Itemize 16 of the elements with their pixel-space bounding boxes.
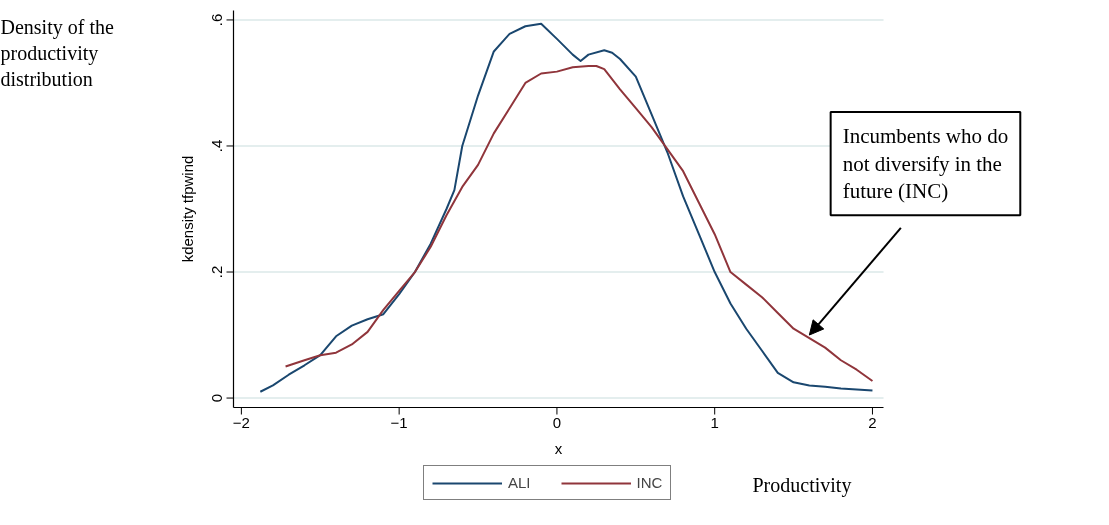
y-tick-label: .6 [207,13,225,27]
y-axis-title: kdensity tfpwind [178,155,196,263]
y-tick-label: .4 [207,139,225,153]
y-tick-label: 0 [207,393,225,403]
text: Density of the productivity distribution [0,15,114,91]
annotation: Incumbents who do not diversify in the future (INC) [842,124,1009,204]
x-axis-title: x [554,439,563,457]
x-tick-label: −2 [232,413,250,431]
x-tick-label: 0 [552,413,562,431]
legend-label: INC [636,474,663,491]
legend-label: ALI [508,474,531,491]
text: Productivity [752,473,852,497]
x-tick-label: 1 [710,413,719,431]
y-tick-label: .2 [207,265,225,279]
x-tick-label: 2 [868,413,877,431]
x-tick-label: −1 [390,413,408,431]
